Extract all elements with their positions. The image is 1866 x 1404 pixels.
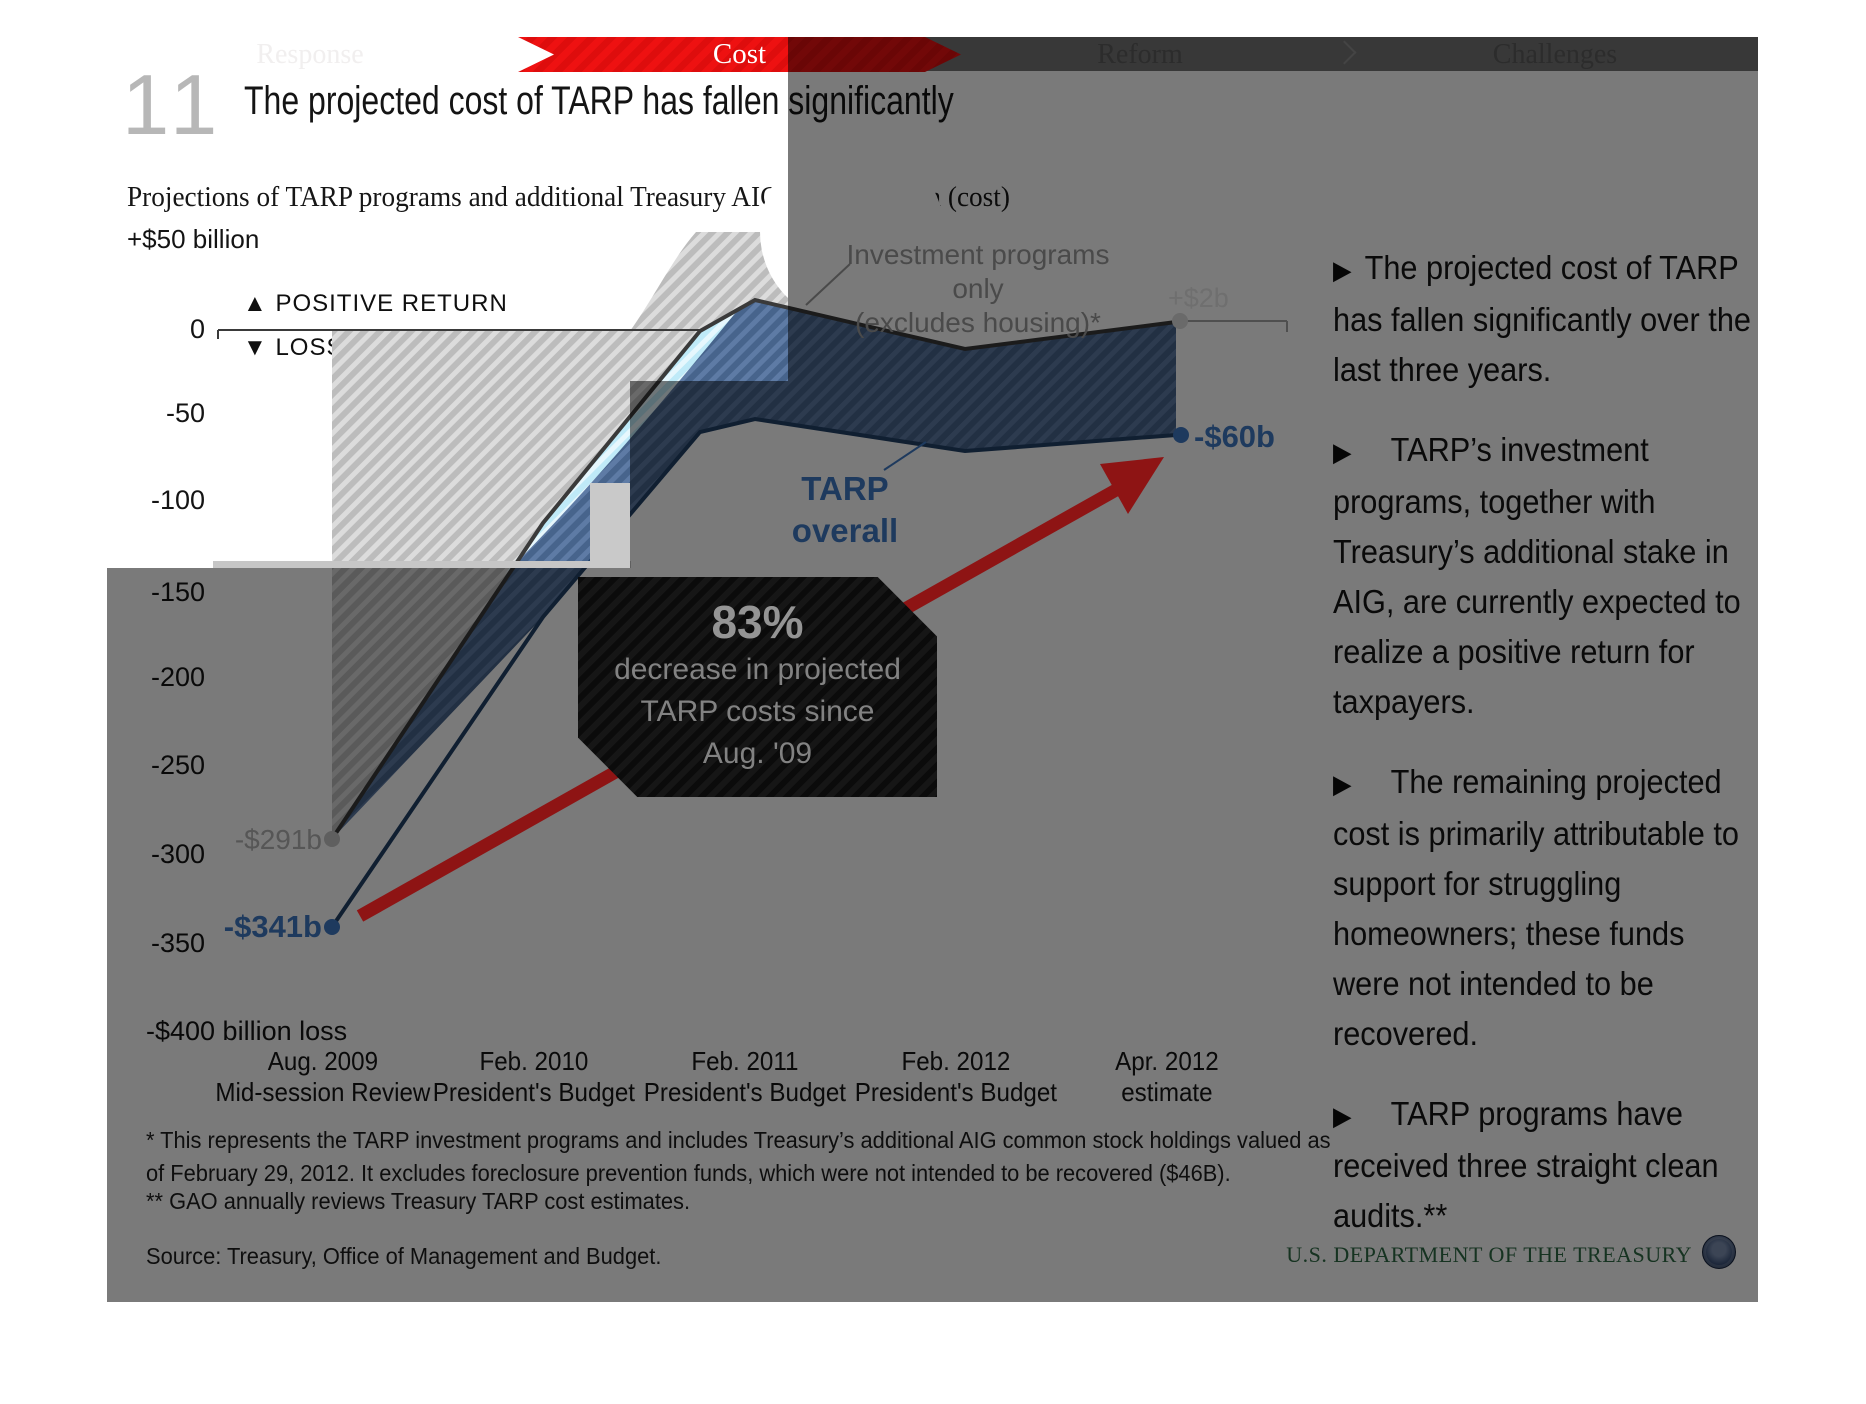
value-label-minus291b: -$291b — [234, 824, 322, 855]
highlight-edge — [213, 561, 631, 568]
nav-tab-response[interactable]: Response — [256, 39, 364, 70]
tarp-end-dot — [1173, 427, 1189, 443]
cyan-lens — [505, 306, 741, 574]
value-label-plus2b: +$2b — [1168, 283, 1229, 313]
y-tick: 0 — [189, 314, 205, 344]
tarp-pointer-line — [883, 441, 927, 471]
tarp-overall-label: TARP overall — [791, 470, 899, 549]
investment-series-label: Investment programs only (excludes housi… — [846, 239, 1110, 338]
nav-tab-cost-label: Cost — [712, 38, 767, 70]
callout-text: decrease in projected — [614, 653, 901, 686]
legend-loss-label: LOSS — [275, 334, 344, 361]
y-tick: -50 — [165, 398, 205, 428]
investment-start-dot — [324, 831, 340, 847]
investment-pointer-line — [805, 263, 851, 306]
callout-text: Aug. '09 — [702, 737, 813, 770]
investment-loss-area — [332, 232, 788, 839]
triangle-up-icon: ▲ — [243, 290, 268, 317]
y-tick: -100 — [150, 485, 205, 515]
legend-loss: ▼ LOSS — [243, 334, 343, 362]
trend-arrow-head — [1100, 457, 1164, 514]
value-label-minus60b: -$60b — [1194, 419, 1275, 454]
investment-end-dot — [1172, 313, 1188, 329]
legend-positive-label: POSITIVE RETURN — [275, 290, 508, 317]
value-label-minus341b: -$341b — [223, 909, 322, 944]
callout-percent: 83% — [711, 596, 804, 648]
tarp-start-dot — [324, 919, 340, 935]
callout-text: TARP costs since — [640, 695, 875, 728]
slide-number: 11 — [122, 58, 225, 153]
axis-top-label: +$50 billion — [127, 224, 260, 254]
callout-box: 83% decrease in projected TARP costs sin… — [578, 577, 937, 797]
highlight-edge — [590, 483, 630, 568]
legend-positive: ▲ POSITIVE RETURN — [243, 290, 508, 318]
triangle-down-icon: ▼ — [243, 334, 268, 361]
